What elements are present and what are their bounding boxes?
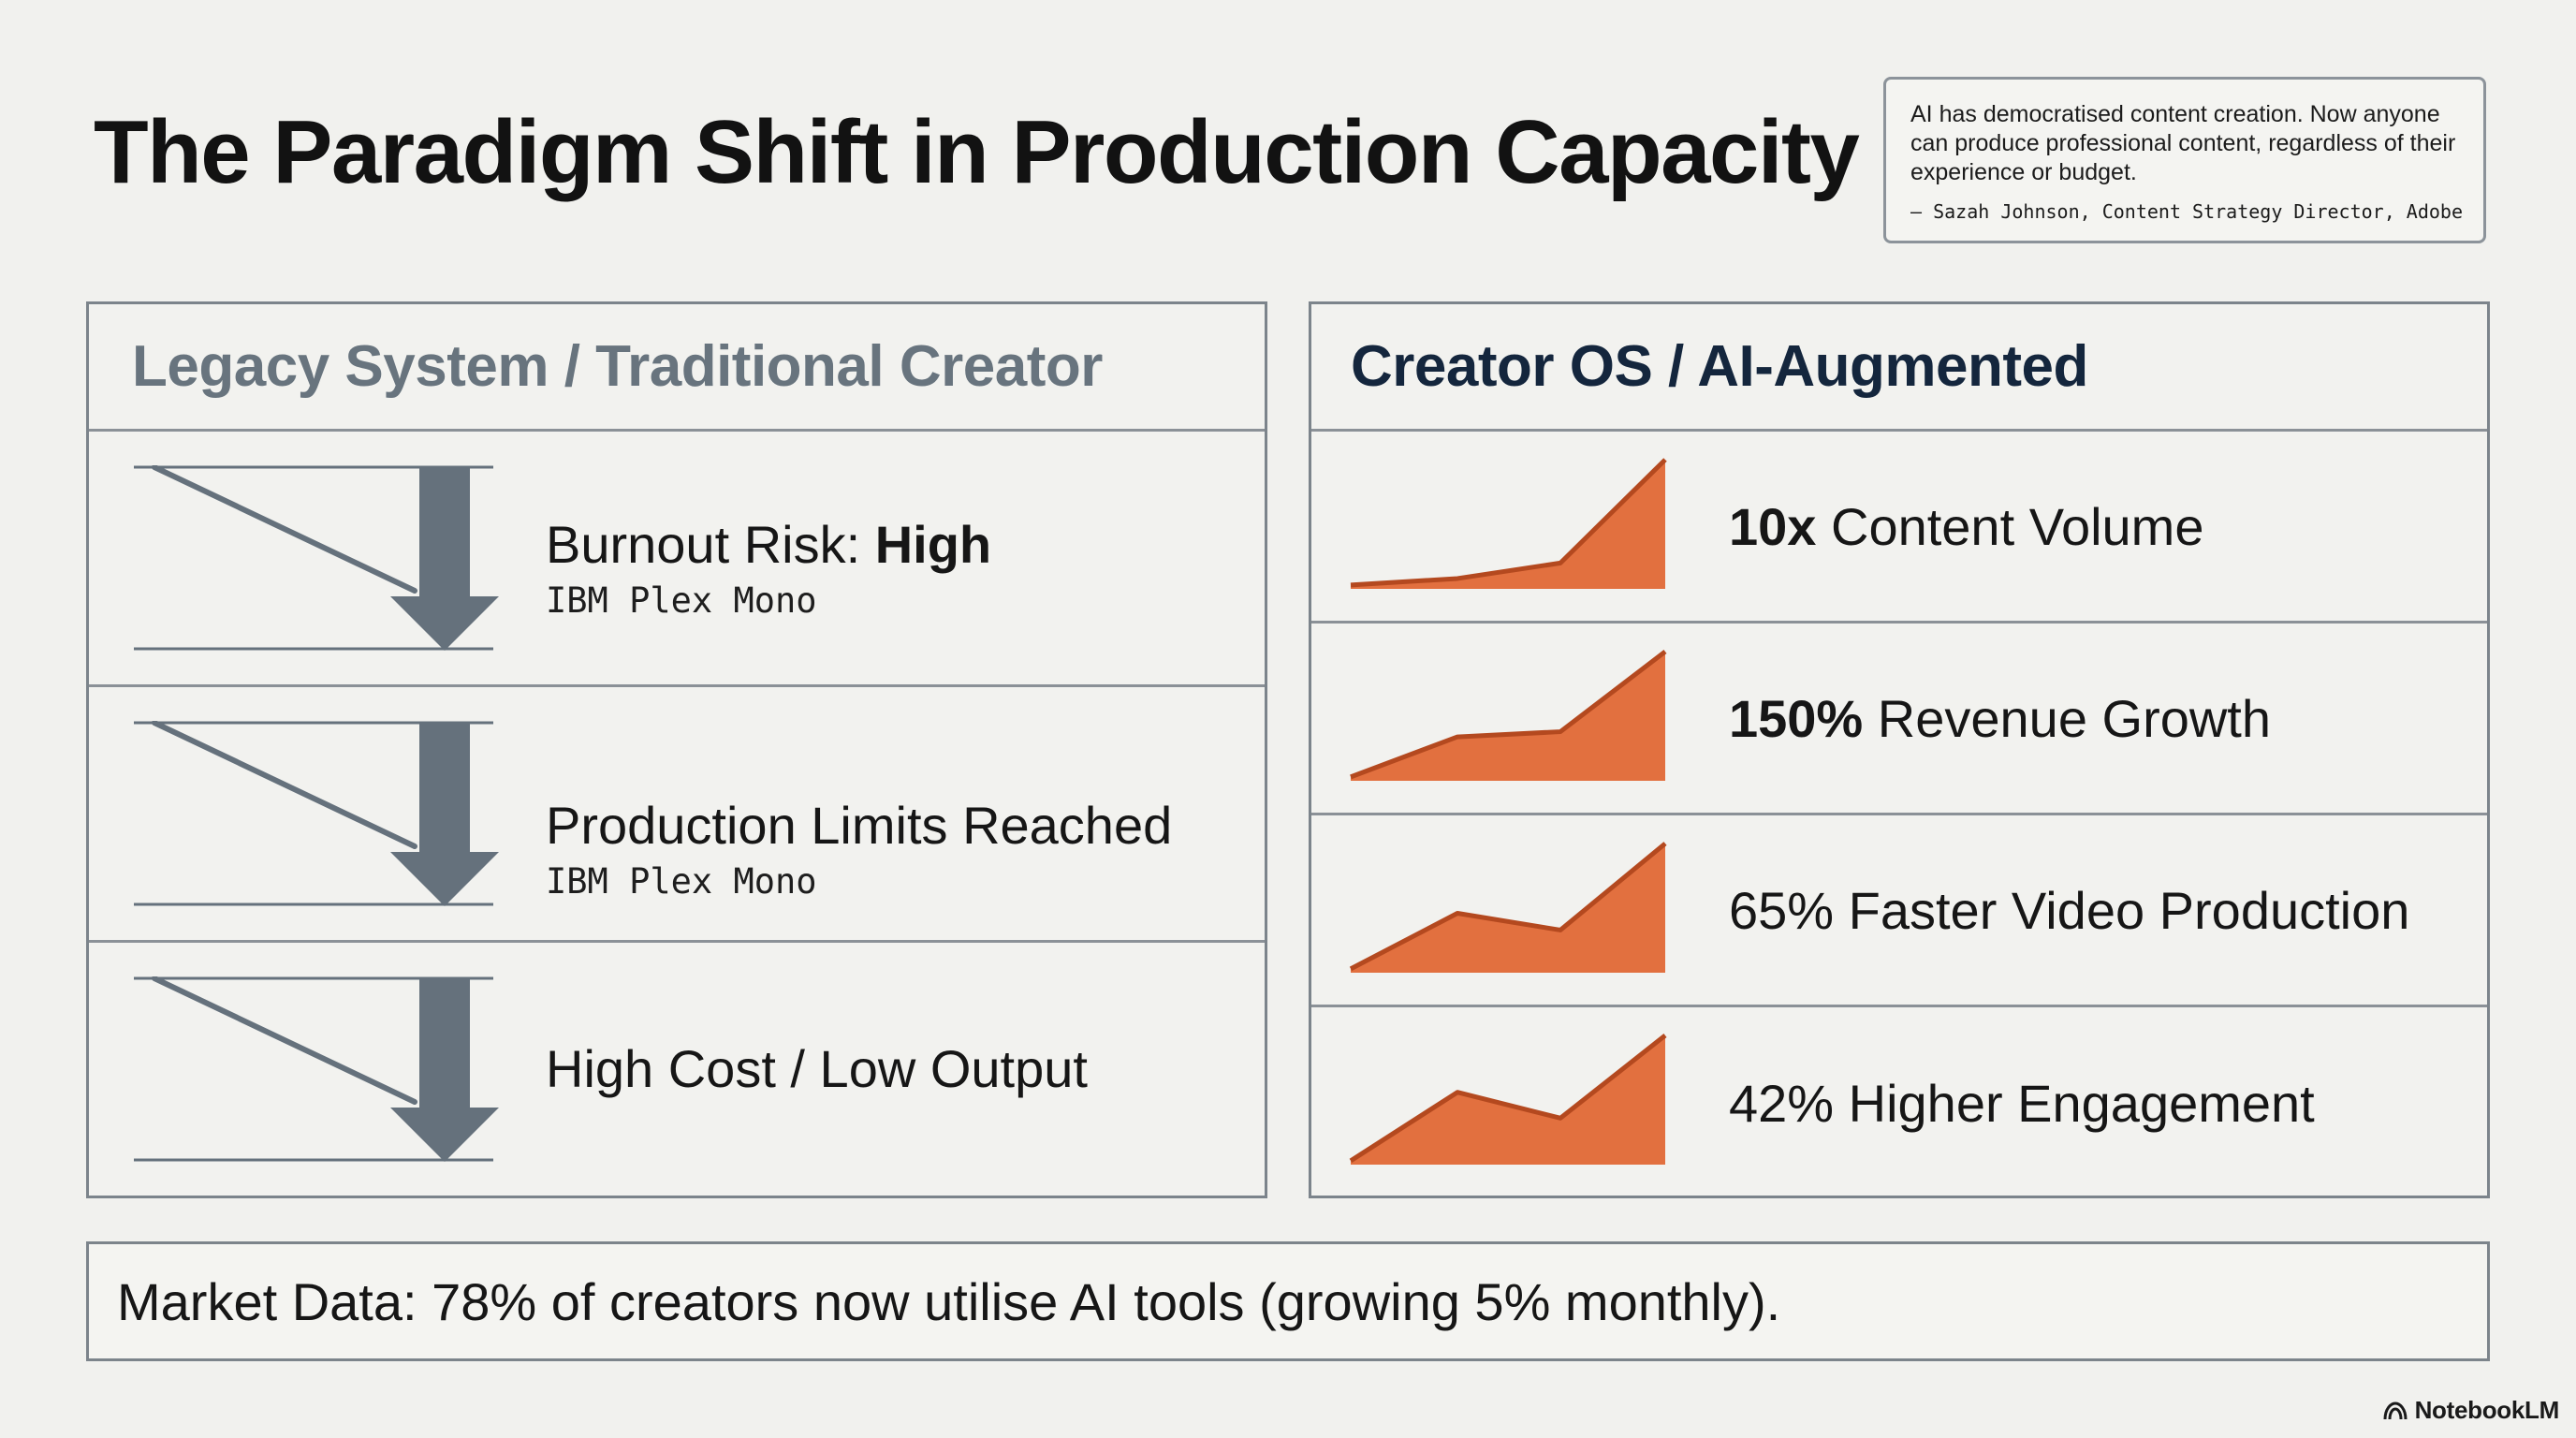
legacy-row-label-text: High Cost / Low Output	[546, 1039, 1088, 1098]
quote-text: AI has democratised content creation. No…	[1910, 101, 2456, 185]
growth-trend-icon	[1349, 842, 1667, 973]
augmented-panel: Creator OS / AI-Augmented 10x Content Vo…	[1309, 301, 2490, 1198]
legacy-row: Production Limits Reached IBM Plex Mono	[89, 687, 1265, 943]
augmented-row: 10x Content Volume	[1311, 432, 2487, 624]
legacy-row-text: High Cost / Low Output	[546, 1038, 1088, 1099]
growth-trend-icon	[1350, 458, 1667, 589]
growth-trend-area	[1351, 844, 1665, 973]
legacy-row-label-text: Burnout Risk:	[546, 515, 875, 574]
augmented-row-text: 10x Content Volume	[1729, 432, 2203, 621]
growth-trend-area	[1351, 1035, 1665, 1165]
metric-value: 10x	[1729, 496, 1817, 556]
metric-label: 10x Content Volume	[1729, 496, 2203, 557]
augmented-row: 65% Faster Video Production	[1311, 815, 2487, 1007]
market-data-bar: Market Data: 78% of creators now utilise…	[86, 1241, 2490, 1361]
augmented-row: 42% Higher Engagement	[1311, 1007, 2487, 1199]
legacy-row-text: Production Limits Reached IBM Plex Mono	[546, 795, 1172, 902]
legacy-row-font-note: IBM Plex Mono	[546, 580, 817, 621]
augmented-row: 150% Revenue Growth	[1311, 624, 2487, 815]
growth-trend-line	[1349, 842, 1667, 972]
growth-trend-icon	[1350, 650, 1667, 781]
quote-attribution: — Sazah Johnson, Content Strategy Direct…	[1910, 200, 2464, 223]
declining-trend-icon	[134, 465, 499, 651]
metric-description: Content Volume	[1816, 496, 2204, 556]
brand-name: NotebookLM	[2414, 1396, 2560, 1424]
metric-label: 65% Faster Video Production	[1729, 880, 2409, 941]
legacy-row-font-note: IBM Plex Mono	[546, 861, 817, 902]
augmented-row-text: 65% Faster Video Production	[1729, 815, 2409, 1005]
growth-trend-line	[1349, 1034, 1667, 1163]
augmented-row-text: 150% Revenue Growth	[1729, 624, 2271, 813]
augmented-row-text: 42% Higher Engagement	[1729, 1007, 2315, 1199]
page-title: The Paradigm Shift in Production Capacit…	[94, 102, 1860, 202]
growth-trend-line	[1350, 650, 1667, 780]
legacy-panel-header: Legacy System / Traditional Creator	[89, 304, 1265, 432]
growth-trend-icon	[1349, 1034, 1667, 1165]
metric-description: 65% Faster Video Production	[1729, 880, 2410, 940]
legacy-row: Burnout Risk: High IBM Plex Mono	[89, 432, 1265, 687]
metric-description: 42% Higher Engagement	[1729, 1074, 2315, 1133]
legacy-row-emphasis: High	[874, 515, 992, 574]
metric-label: 150% Revenue Growth	[1729, 688, 2271, 749]
metric-value: 150%	[1729, 688, 1864, 748]
legacy-row-label-text: Production Limits Reached	[546, 796, 1173, 855]
legacy-row-label: Burnout Risk: High	[546, 514, 991, 575]
legacy-row-label: High Cost / Low Output	[546, 1038, 1088, 1099]
notebooklm-icon	[2383, 1401, 2408, 1419]
legacy-row: High Cost / Low Output	[89, 943, 1265, 1198]
augmented-panel-header: Creator OS / AI-Augmented	[1311, 304, 2487, 432]
quote-box: AI has democratised content creation. No…	[1883, 77, 2486, 243]
growth-trend-area	[1351, 460, 1665, 589]
brand-logo: NotebookLM	[2383, 1396, 2559, 1425]
declining-trend-icon	[134, 721, 499, 906]
metric-label: 42% Higher Engagement	[1729, 1073, 2315, 1134]
metric-description: Revenue Growth	[1863, 688, 2272, 748]
legacy-row-label: Production Limits Reached	[546, 795, 1172, 856]
legacy-panel: Legacy System / Traditional Creator Burn…	[86, 301, 1267, 1198]
growth-trend-line	[1350, 458, 1667, 588]
declining-trend-icon	[134, 976, 499, 1162]
legacy-row-text: Burnout Risk: High IBM Plex Mono	[546, 514, 991, 621]
